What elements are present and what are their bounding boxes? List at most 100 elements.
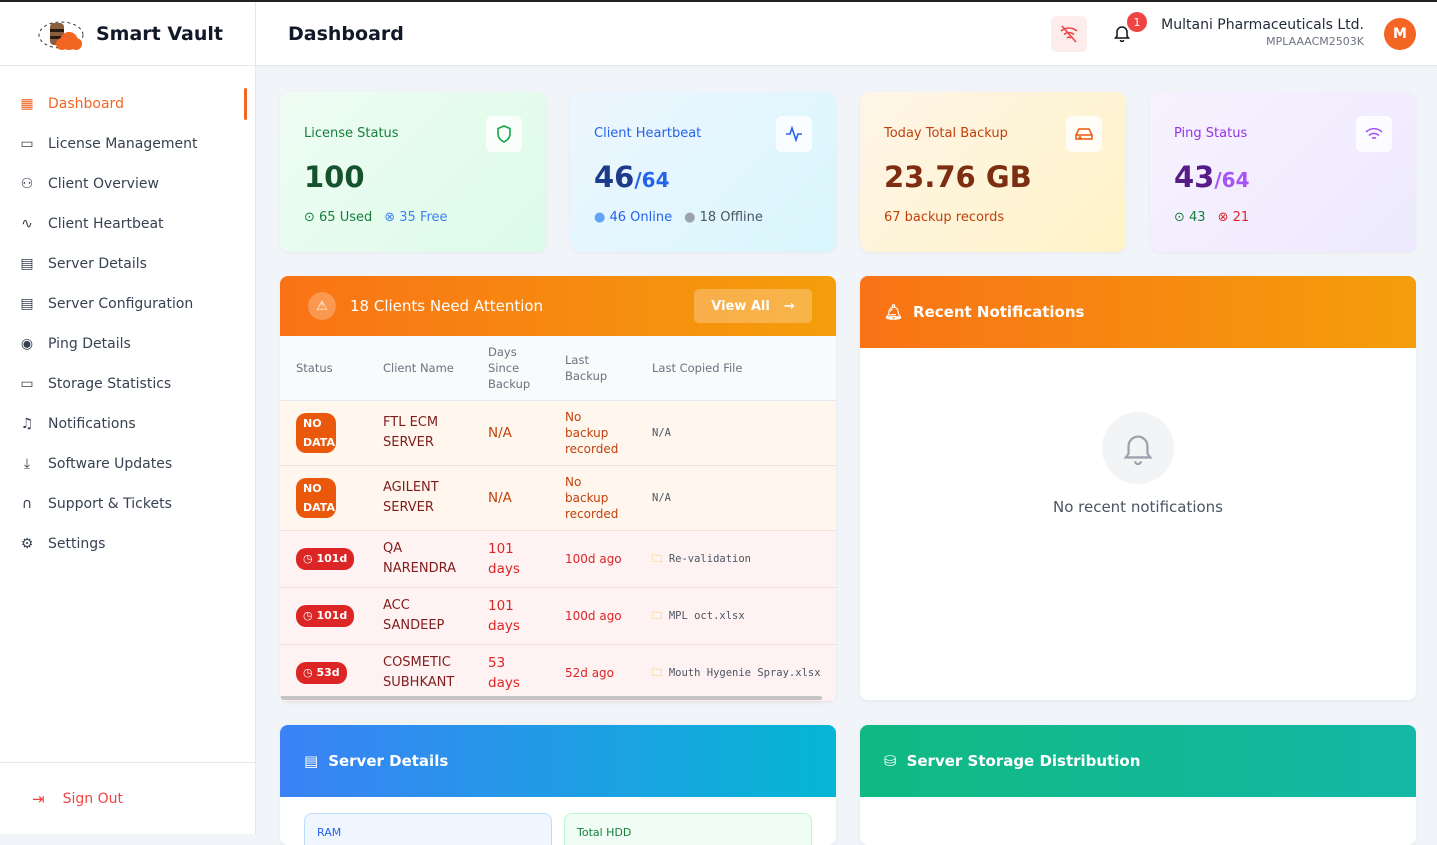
total-backup-card: Today Total Backup 23.76 GB 67 backup re… [860, 92, 1126, 252]
table-row[interactable]: NO DATA FTL ECM SERVER N/A No backup rec… [280, 400, 836, 466]
table-row[interactable]: ◷ 53d COSMETIC SUBHKANT 53 days 52d ago … [280, 644, 836, 702]
app-name: Smart Vault [96, 22, 223, 45]
notifications-title: Recent Notifications [913, 303, 1085, 321]
server-icon: ▤ [20, 256, 34, 272]
server-details-panel: ▤ Server Details RAM Total HDD [280, 725, 836, 845]
clients-attention-panel: ⚠ 18 Clients Need Attention View All → St… [280, 276, 836, 702]
connection-status-button[interactable] [1051, 16, 1087, 52]
sidebar-item-server-configuration[interactable]: ▤ Server Configuration [0, 284, 255, 324]
attention-title: 18 Clients Need Attention [350, 297, 544, 315]
license-total: 100 [304, 160, 365, 194]
column-header: Last Copied File [636, 336, 836, 401]
days-since-backup: 101 days [472, 530, 549, 588]
download-icon: ⤓ [23, 456, 31, 472]
horizontal-scrollbar[interactable] [280, 696, 822, 700]
notifications-bell-icon[interactable] [1114, 24, 1130, 42]
last-copied-file: 🗀︎ Mouth Hygenie Spray.xlsx [636, 644, 836, 702]
attention-table: Status Client Name Days Since Backup Last B… [280, 336, 836, 702]
sidebar-item-software-updates[interactable]: ⤓ Software Updates [0, 444, 255, 484]
headphones-icon: ∩ [21, 496, 33, 512]
storage-title: Server Storage Distribution [906, 752, 1141, 770]
view-all-button[interactable]: View All → [694, 289, 812, 323]
sidebar-item-client-overview[interactable]: ⚇ Client Overview [0, 164, 255, 204]
sidebar-item-label: Settings [48, 536, 106, 552]
folder-icon: 🗀︎ [652, 552, 663, 565]
org-name: Multani Pharmaceuticals Ltd. [1161, 17, 1364, 33]
empty-notifications-text: No recent notifications [1052, 498, 1224, 516]
server-icon: ▤ [304, 752, 319, 770]
client-name: QA NARENDRA [367, 530, 472, 588]
users-icon: ⚇ [20, 176, 34, 192]
sidebar-item-label: Server Configuration [48, 296, 194, 312]
logo-icon [38, 21, 84, 50]
org-id: MPLAAACM2503K [1266, 35, 1364, 48]
logo[interactable]: Smart Vault [0, 2, 255, 66]
sidebar-item-label: Server Details [48, 256, 147, 272]
grid-icon: ▦ [20, 96, 34, 112]
sidebar-item-label: Software Updates [48, 456, 173, 472]
sidebar-item-settings[interactable]: ⚙ Settings [0, 524, 255, 564]
activity-icon [776, 116, 812, 152]
table-row[interactable]: ◷ 101d QA NARENDRA 101 days 100d ago 🗀︎ … [280, 530, 836, 588]
sidebar-item-label: Storage Statistics [48, 376, 172, 392]
sidebar-item-storage-statistics[interactable]: ▭ Storage Statistics [0, 364, 255, 404]
column-header: Status [280, 336, 367, 401]
licenses-free: ⊗ 35 Free [384, 210, 448, 225]
logout-icon: ⇥ [32, 789, 45, 808]
sidebar-item-ping-details[interactable]: ◉ Ping Details [0, 324, 255, 364]
status-badge: ◷ 53d [296, 661, 347, 684]
days-since-backup: N/A [472, 400, 549, 466]
last-copied-file: 🗀︎ MPL oct.xlsx [636, 587, 836, 645]
storage-distribution-panel: ⛁ Server Storage Distribution [860, 725, 1416, 845]
sidebar-item-label: Support & Tickets [48, 496, 172, 512]
ping-fail: ⊗ 21 [1217, 210, 1250, 225]
shield-icon [486, 116, 522, 152]
licenses-used: ⊙ 65 Used [304, 210, 373, 225]
offline-count: ● 18 Offline [684, 210, 763, 225]
notification-count-badge: 1 [1127, 12, 1147, 32]
status-badge: NO DATA [296, 412, 336, 453]
sidebar-item-notifications[interactable]: ♫ Notifications [0, 404, 255, 444]
sidebar-item-label: Ping Details [48, 336, 131, 352]
ping-ok: ⊙ 43 [1174, 210, 1206, 225]
online-count: ● 46 Online [594, 210, 673, 225]
sidebar-item-support-tickets[interactable]: ∩ Support & Tickets [0, 484, 255, 524]
last-copied-file: N/A [636, 400, 836, 466]
sidebar-item-label: License Management [48, 136, 198, 152]
warning-icon: ⚠ [308, 292, 336, 320]
client-heartbeat-card: Client Heartbeat 46/64 ● 46 Online ● 18 O… [570, 92, 836, 252]
sidebar: Smart Vault ▦ Dashboard ▭ License Managemen… [0, 2, 256, 834]
sidebar-item-label: Client Overview [48, 176, 159, 192]
table-row[interactable]: ◷ 101d ACC SANDEEP 101 days 100d ago 🗀︎ … [280, 587, 836, 645]
id-card-icon: ▭ [20, 136, 34, 152]
client-name: ACC SANDEEP [367, 587, 472, 645]
days-since-backup: N/A [472, 465, 549, 531]
ping-value: 43/64 [1174, 160, 1250, 194]
server-details-title: Server Details [328, 752, 449, 770]
card-title: Today Total Backup [884, 126, 1008, 141]
license-status-card: License Status 100 ⊙ 65 Used ⊗ 35 Free [280, 92, 546, 252]
sign-out-button[interactable]: ⇥ Sign Out [0, 762, 255, 834]
hard-drive-icon: ▭ [20, 376, 34, 392]
days-since-backup: 101 days [472, 587, 549, 645]
sidebar-item-label: Notifications [48, 416, 136, 432]
last-backup: No backup recorded [549, 400, 636, 466]
ping-status-card: Ping Status 43/64 ⊙ 43 ⊗ 21 [1150, 92, 1416, 252]
card-title: License Status [304, 126, 399, 141]
header: Dashboard 1 Multani Pharmaceuticals Ltd.… [256, 2, 1437, 66]
bell-icon: ♫ [20, 416, 34, 432]
sidebar-item-license-management[interactable]: ▭ License Management [0, 124, 255, 164]
sidebar-item-client-heartbeat[interactable]: ∿ Client Heartbeat [0, 204, 255, 244]
arrow-right-icon: → [783, 298, 795, 314]
table-row[interactable]: NO DATA AGILENT SERVER N/A No backup rec… [280, 465, 836, 531]
sidebar-item-label: Dashboard [48, 96, 124, 112]
sidebar-item-dashboard[interactable]: ▦ Dashboard [0, 84, 255, 124]
database-icon: ⛁ [884, 752, 897, 770]
avatar[interactable]: M [1384, 18, 1416, 50]
last-copied-file: 🗀︎ Re-validation [636, 530, 836, 588]
sidebar-item-label: Client Heartbeat [48, 216, 164, 232]
hard-drive-icon [1066, 116, 1102, 152]
last-backup: 52d ago [549, 644, 636, 702]
gear-icon: ⚙ [20, 536, 34, 552]
sidebar-item-server-details[interactable]: ▤ Server Details [0, 244, 255, 284]
